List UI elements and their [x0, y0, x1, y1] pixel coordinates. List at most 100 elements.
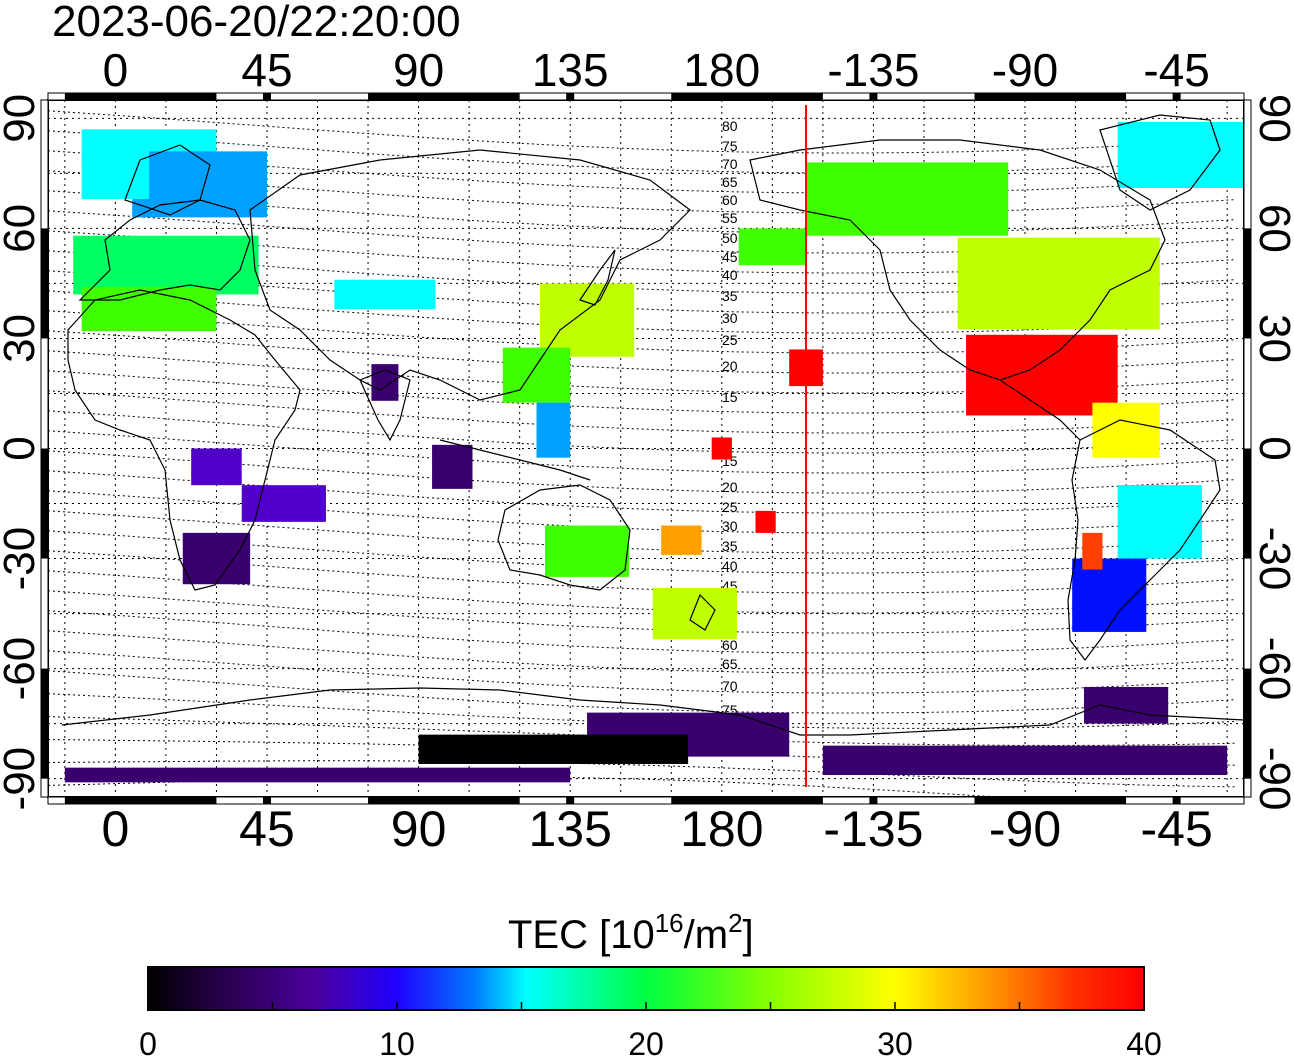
lat-tick-label-left: 30: [0, 314, 44, 363]
lat-tick-label-left: -90: [0, 747, 44, 811]
lat-tick-label-right: 60: [1250, 204, 1294, 253]
contour-label: 30: [722, 518, 738, 534]
tec-patch: [1117, 122, 1244, 189]
tec-patch: [418, 734, 689, 764]
lon-tick-label-bottom: 180: [680, 801, 763, 857]
tec-patch: [81, 147, 150, 200]
lon-tick-label-bottom: -90: [989, 801, 1061, 857]
contour-line: [48, 716, 1237, 747]
lon-tick-label-top: 0: [103, 44, 129, 96]
contour-label: 40: [722, 267, 738, 283]
latitude-ticks-left: 90 60 30 0 -30 -60 -90: [0, 94, 44, 811]
contour-label: 60: [722, 192, 738, 208]
coastline-greenland: [1099, 114, 1221, 211]
coastline-europe: [78, 199, 251, 301]
contour-label: 15: [722, 389, 738, 405]
lat-tick-label-right: -90: [1250, 747, 1294, 811]
tec-patch: [755, 510, 776, 533]
lat-tick-label-left: -60: [0, 637, 44, 701]
tec-patch: [182, 532, 251, 585]
coastline-japan: [579, 249, 616, 306]
contour-line: [48, 760, 1237, 788]
lat-tick-label-left: -30: [0, 527, 44, 591]
coastline-central-america: [999, 379, 1081, 441]
contour-label: 25: [722, 499, 738, 515]
contour-line: [48, 610, 1237, 654]
lon-tick-label-bottom: -135: [823, 801, 923, 857]
timestamp-title: 2023-06-20/22:20:00: [52, 0, 461, 46]
colorbar-tick-label: 0: [139, 1026, 157, 1057]
contour-line: [48, 490, 1237, 534]
tec-patch: [502, 347, 571, 403]
tec-patch: [711, 437, 732, 460]
tec-patch: [1092, 402, 1160, 458]
contour-line: [48, 190, 1237, 234]
lat-tick-label-right: 0: [1250, 436, 1294, 460]
coastlines: [61, 114, 1244, 736]
tec-patch: [536, 402, 571, 458]
colorbar-tick-label: 20: [628, 1026, 664, 1057]
tec-observations: [64, 122, 1244, 783]
tec-patch: [738, 228, 807, 266]
tec-patch: [334, 279, 436, 310]
lon-tick-label-bottom: 135: [528, 801, 611, 857]
contour-line: [48, 390, 1237, 434]
lon-tick-label-bottom: -45: [1140, 801, 1212, 857]
contour-line: [48, 470, 1237, 514]
tec-patch: [81, 287, 217, 332]
tec-patch: [73, 235, 259, 295]
contour-label: 70: [722, 678, 738, 694]
contour-line: [48, 530, 1237, 574]
tec-patch: [957, 237, 1160, 330]
contour-label: 70: [722, 156, 738, 172]
lat-tick-label-right: 30: [1250, 314, 1294, 363]
lon-tick-label-bottom: 90: [391, 801, 447, 857]
coastline-indonesia: [439, 439, 591, 481]
contour-line: [48, 670, 1237, 714]
tec-patch: [661, 525, 702, 555]
tec-patch: [806, 162, 1009, 236]
contour-line: [48, 430, 1237, 474]
contour-line: [48, 693, 1237, 729]
colorbar-title: TEC [1016/m2]: [508, 908, 754, 957]
tec-patch: [652, 587, 737, 640]
contour-label: 65: [722, 656, 738, 672]
lon-tick-label-top: 135: [532, 44, 609, 96]
tec-patch: [432, 444, 473, 489]
colorbar-tick-label: 10: [379, 1026, 415, 1057]
colorbar-tick-label: 40: [1126, 1026, 1162, 1057]
contour-line: [48, 150, 1237, 194]
contour-label: 80: [722, 118, 738, 134]
colorbar-tick-label: 30: [877, 1026, 913, 1057]
lon-tick-label-top: -45: [1143, 44, 1209, 96]
contour-line: [48, 650, 1237, 694]
contour-line: [48, 590, 1237, 634]
contour-line: [48, 550, 1237, 594]
contour-line: [48, 130, 1237, 174]
coastline-antarctica: [61, 687, 1244, 736]
contour-line: [48, 630, 1237, 674]
tec-patch: [132, 151, 267, 218]
contour-label: 40: [722, 558, 738, 574]
lat-tick-label-right: -60: [1250, 637, 1294, 701]
tec-patch: [966, 334, 1118, 416]
contour-label: 65: [722, 174, 738, 190]
contour-label: 30: [722, 310, 738, 326]
contour-label: 25: [722, 332, 738, 348]
lat-tick-label-left: 0: [0, 436, 44, 460]
tec-patch: [1082, 532, 1103, 570]
coastline-new-zealand: [689, 593, 716, 631]
lon-tick-label-top: -135: [827, 44, 919, 96]
lon-tick-label-top: 180: [683, 44, 760, 96]
contour-label: 50: [722, 230, 738, 246]
latitude-ticks-right: 90 60 30 0 -30 -60 -90: [1250, 94, 1294, 811]
contour-label: 35: [722, 538, 738, 554]
contour-line: [48, 450, 1237, 494]
coastline-south-america: [1067, 419, 1221, 661]
contour-label: 20: [722, 479, 738, 495]
coastline-scandinavia: [124, 144, 211, 216]
contour-label: 45: [722, 249, 738, 265]
longitude-ticks-top: 0 45 90 135 180 -135 -90 -45: [103, 44, 1210, 96]
contour-line: [48, 510, 1237, 554]
